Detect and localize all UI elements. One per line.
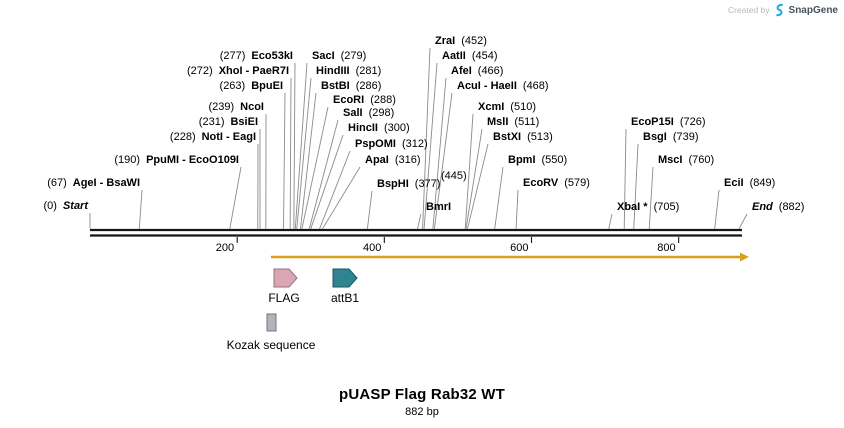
site-connector-bstxi: [467, 143, 489, 229]
site-connector-msli: [465, 128, 483, 229]
site-label-start[interactable]: (0) Start: [43, 200, 88, 212]
site-connector-msci: [648, 166, 654, 229]
site-connector-xhoi-paer7i: [289, 77, 292, 229]
site-label-bsphi[interactable]: BspHI (377): [377, 178, 441, 190]
construct-length: 882 bp: [405, 406, 439, 418]
feature-box-kozak-sequence[interactable]: [266, 313, 277, 332]
site-label-agei-bsawi[interactable]: (67) AgeI - BsaWI: [47, 177, 140, 189]
site-label-eco53ki[interactable]: (277) Eco53kI: [219, 50, 293, 62]
site-label-xbai[interactable]: XbaI * (705): [617, 201, 680, 213]
site-connector-xbai: [608, 213, 613, 229]
site-connector-ppumi-ecoo109i: [229, 166, 242, 229]
snapgene-logo-icon: [774, 3, 785, 17]
site-label-bpuei[interactable]: (263) BpuEI: [219, 80, 283, 92]
site-connector-zrai: [422, 47, 431, 229]
site-label-end[interactable]: End (882): [752, 201, 805, 213]
site-label-ecori[interactable]: EcoRI (288): [333, 94, 396, 106]
site-label-hindiii[interactable]: HindIII (281): [316, 65, 382, 77]
site-pos-fragment-bmri: (445): [441, 170, 467, 182]
site-connector-hincii: [310, 134, 344, 229]
site-label-aatii[interactable]: AatII (454): [442, 50, 498, 62]
site-label-hincii[interactable]: HincII (300): [348, 122, 410, 134]
title-block: pUASP Flag Rab32 WT 882 bp: [0, 386, 844, 418]
site-connector-agei-bsawi: [138, 189, 143, 229]
site-label-apai[interactable]: ApaI (316): [365, 154, 421, 166]
tick-label-400: 400: [363, 242, 381, 254]
site-label-sali[interactable]: SalI (298): [343, 107, 395, 119]
site-connector-ecori: [301, 106, 329, 229]
site-connector-pspomi: [319, 150, 351, 229]
site-connector-ecorv: [515, 189, 519, 229]
feature-label-attb1[interactable]: attB1: [330, 291, 360, 305]
site-label-saci[interactable]: SacI (279): [312, 50, 367, 62]
site-connector-afei: [432, 77, 447, 229]
feature-arrow-flag[interactable]: [273, 268, 298, 288]
site-connector-bsphi: [366, 190, 373, 229]
site-connector-apai: [322, 166, 361, 230]
feature-arrow-attb1[interactable]: [332, 268, 358, 288]
feature-label-flag[interactable]: FLAG: [268, 291, 300, 305]
site-connector-bstbi: [299, 92, 317, 229]
site-label-ppumi-ecoo109i[interactable]: (190) PpuMI - EcoO109I: [114, 154, 239, 166]
tick-label-800: 800: [657, 242, 675, 254]
site-label-xhoi-paer7i[interactable]: (272) XhoI - PaeR7I: [187, 65, 289, 77]
site-label-noti-eagi[interactable]: (228) NotI - EagI: [169, 131, 256, 143]
site-connector-bsgi: [633, 143, 639, 229]
site-connector-ecop15i: [623, 128, 627, 229]
site-label-bmri[interactable]: BmrI: [426, 201, 452, 213]
site-label-msci[interactable]: MscI (760): [658, 154, 715, 166]
construct-title: pUASP Flag Rab32 WT: [338, 386, 506, 403]
site-label-bstbi[interactable]: BstBI (286): [321, 80, 382, 92]
credit: Created by SnapGene: [728, 3, 838, 17]
site-label-bsiei[interactable]: (231) BsiEI: [198, 116, 258, 128]
site-connector-end: [738, 213, 748, 230]
tick-label-200: 200: [216, 242, 234, 254]
site-label-bpmi[interactable]: BpmI (550): [508, 154, 568, 166]
site-label-ecii[interactable]: EciI (849): [724, 177, 776, 189]
orf-arrow-head[interactable]: [740, 252, 749, 262]
site-label-bsgi[interactable]: BsgI (739): [643, 131, 699, 143]
site-connector-bpuei: [283, 92, 286, 229]
site-label-acui-haeii[interactable]: AcuI - HaeII (468): [457, 80, 549, 92]
site-label-pspomi[interactable]: PspOMI (312): [355, 138, 428, 150]
site-label-xcmi[interactable]: XcmI (510): [478, 101, 536, 113]
site-label-zrai[interactable]: ZraI (452): [435, 35, 487, 47]
site-label-ncoi[interactable]: (239) NcoI: [208, 101, 264, 113]
feature-label-kozak-sequence[interactable]: Kozak sequence: [226, 338, 316, 352]
site-connector-saci: [294, 62, 308, 229]
site-label-bstxi[interactable]: BstXI (513): [493, 131, 553, 143]
site-connector-sali: [308, 119, 339, 229]
site-connector-eco53ki: [293, 62, 296, 229]
site-label-ecop15i[interactable]: EcoP15I (726): [631, 116, 706, 128]
site-label-ecorv[interactable]: EcoRV (579): [523, 177, 590, 189]
site-label-msli[interactable]: MslI (511): [487, 116, 540, 128]
site-connector-acui-haeii: [433, 92, 453, 229]
site-connector-ecii: [714, 189, 720, 229]
site-connector-xcmi: [464, 113, 474, 229]
site-connector-bpmi: [494, 166, 504, 229]
site-connector-bmri: [417, 213, 422, 229]
credit-prefix: Created by: [727, 5, 770, 15]
credit-brand: SnapGene: [788, 4, 838, 16]
site-label-afei[interactable]: AfeI (466): [451, 65, 504, 77]
site-connector-hindiii: [296, 77, 312, 229]
tick-label-600: 600: [510, 242, 528, 254]
site-connector-aatii: [423, 62, 438, 229]
